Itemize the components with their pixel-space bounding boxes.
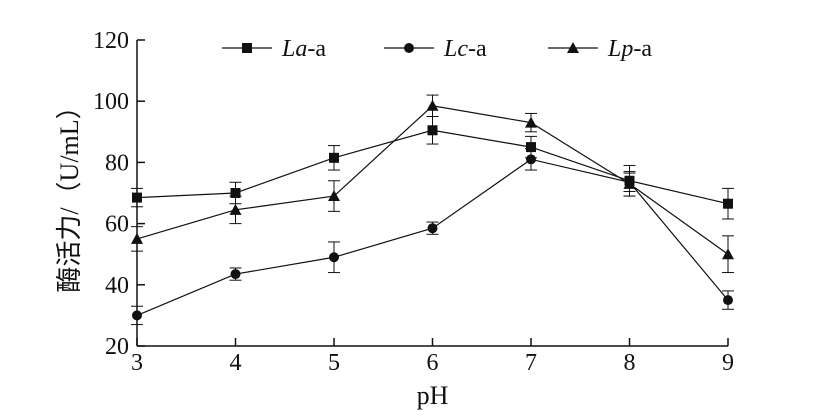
- legend-label: La-a: [281, 36, 326, 62]
- y-tick-label: 80: [105, 150, 129, 176]
- y-tick-label: 20: [105, 334, 129, 360]
- y-tick-label: 100: [93, 89, 129, 115]
- legend-label: Lp-a: [607, 36, 652, 62]
- legend-marker: [567, 42, 579, 53]
- legend-marker: [404, 43, 414, 53]
- data-point: [132, 192, 142, 203]
- data-point: [722, 248, 734, 260]
- x-tick-label: 5: [328, 350, 340, 376]
- data-point: [526, 142, 536, 153]
- legend-item-Lp-a: Lp-a: [548, 36, 652, 62]
- data-point: [329, 252, 339, 263]
- data-point: [230, 269, 241, 280]
- legend-label: Lc-a: [443, 36, 487, 62]
- data-point: [525, 116, 537, 128]
- data-point: [427, 223, 438, 234]
- legend-item-Lc-a: Lc-a: [384, 36, 487, 62]
- x-tick-label: 3: [131, 350, 143, 376]
- legend: La-a Lc-a Lp-a: [222, 36, 652, 62]
- x-tick-label: 9: [722, 350, 734, 376]
- data-point: [131, 232, 143, 244]
- x-tick-label: 7: [525, 350, 537, 376]
- data-point: [723, 198, 733, 209]
- data-point: [526, 154, 536, 165]
- x-tick-label: 8: [624, 350, 636, 376]
- y-tick-label: 40: [105, 273, 129, 299]
- series-Lc-a: [131, 148, 734, 326]
- data-point: [623, 177, 636, 189]
- y-tick-label: 60: [105, 212, 129, 238]
- y-tick-label: 120: [93, 28, 129, 54]
- data-point: [329, 152, 339, 163]
- series-Lp-a: [131, 94, 734, 274]
- data-point: [328, 190, 340, 202]
- data-point: [426, 99, 439, 111]
- data-point: [427, 125, 438, 136]
- x-tick-label: 6: [427, 350, 439, 376]
- x-axis-title: pH: [417, 381, 449, 410]
- data-point: [723, 295, 733, 306]
- data-point: [132, 310, 142, 321]
- series-La-a: [131, 116, 734, 220]
- series-layer: [131, 94, 734, 326]
- data-point: [229, 203, 242, 215]
- legend-item-La-a: La-a: [222, 36, 326, 62]
- legend-marker: [242, 43, 252, 53]
- y-axis-ticks: 20 40 60 80 100 120: [93, 28, 145, 360]
- x-axis-ticks: 3 4 5 6 7 8 9: [131, 338, 734, 376]
- data-point: [230, 188, 241, 198]
- x-tick-label: 4: [230, 350, 242, 376]
- y-axis-title: 酶活力/（U/mL）: [55, 93, 84, 292]
